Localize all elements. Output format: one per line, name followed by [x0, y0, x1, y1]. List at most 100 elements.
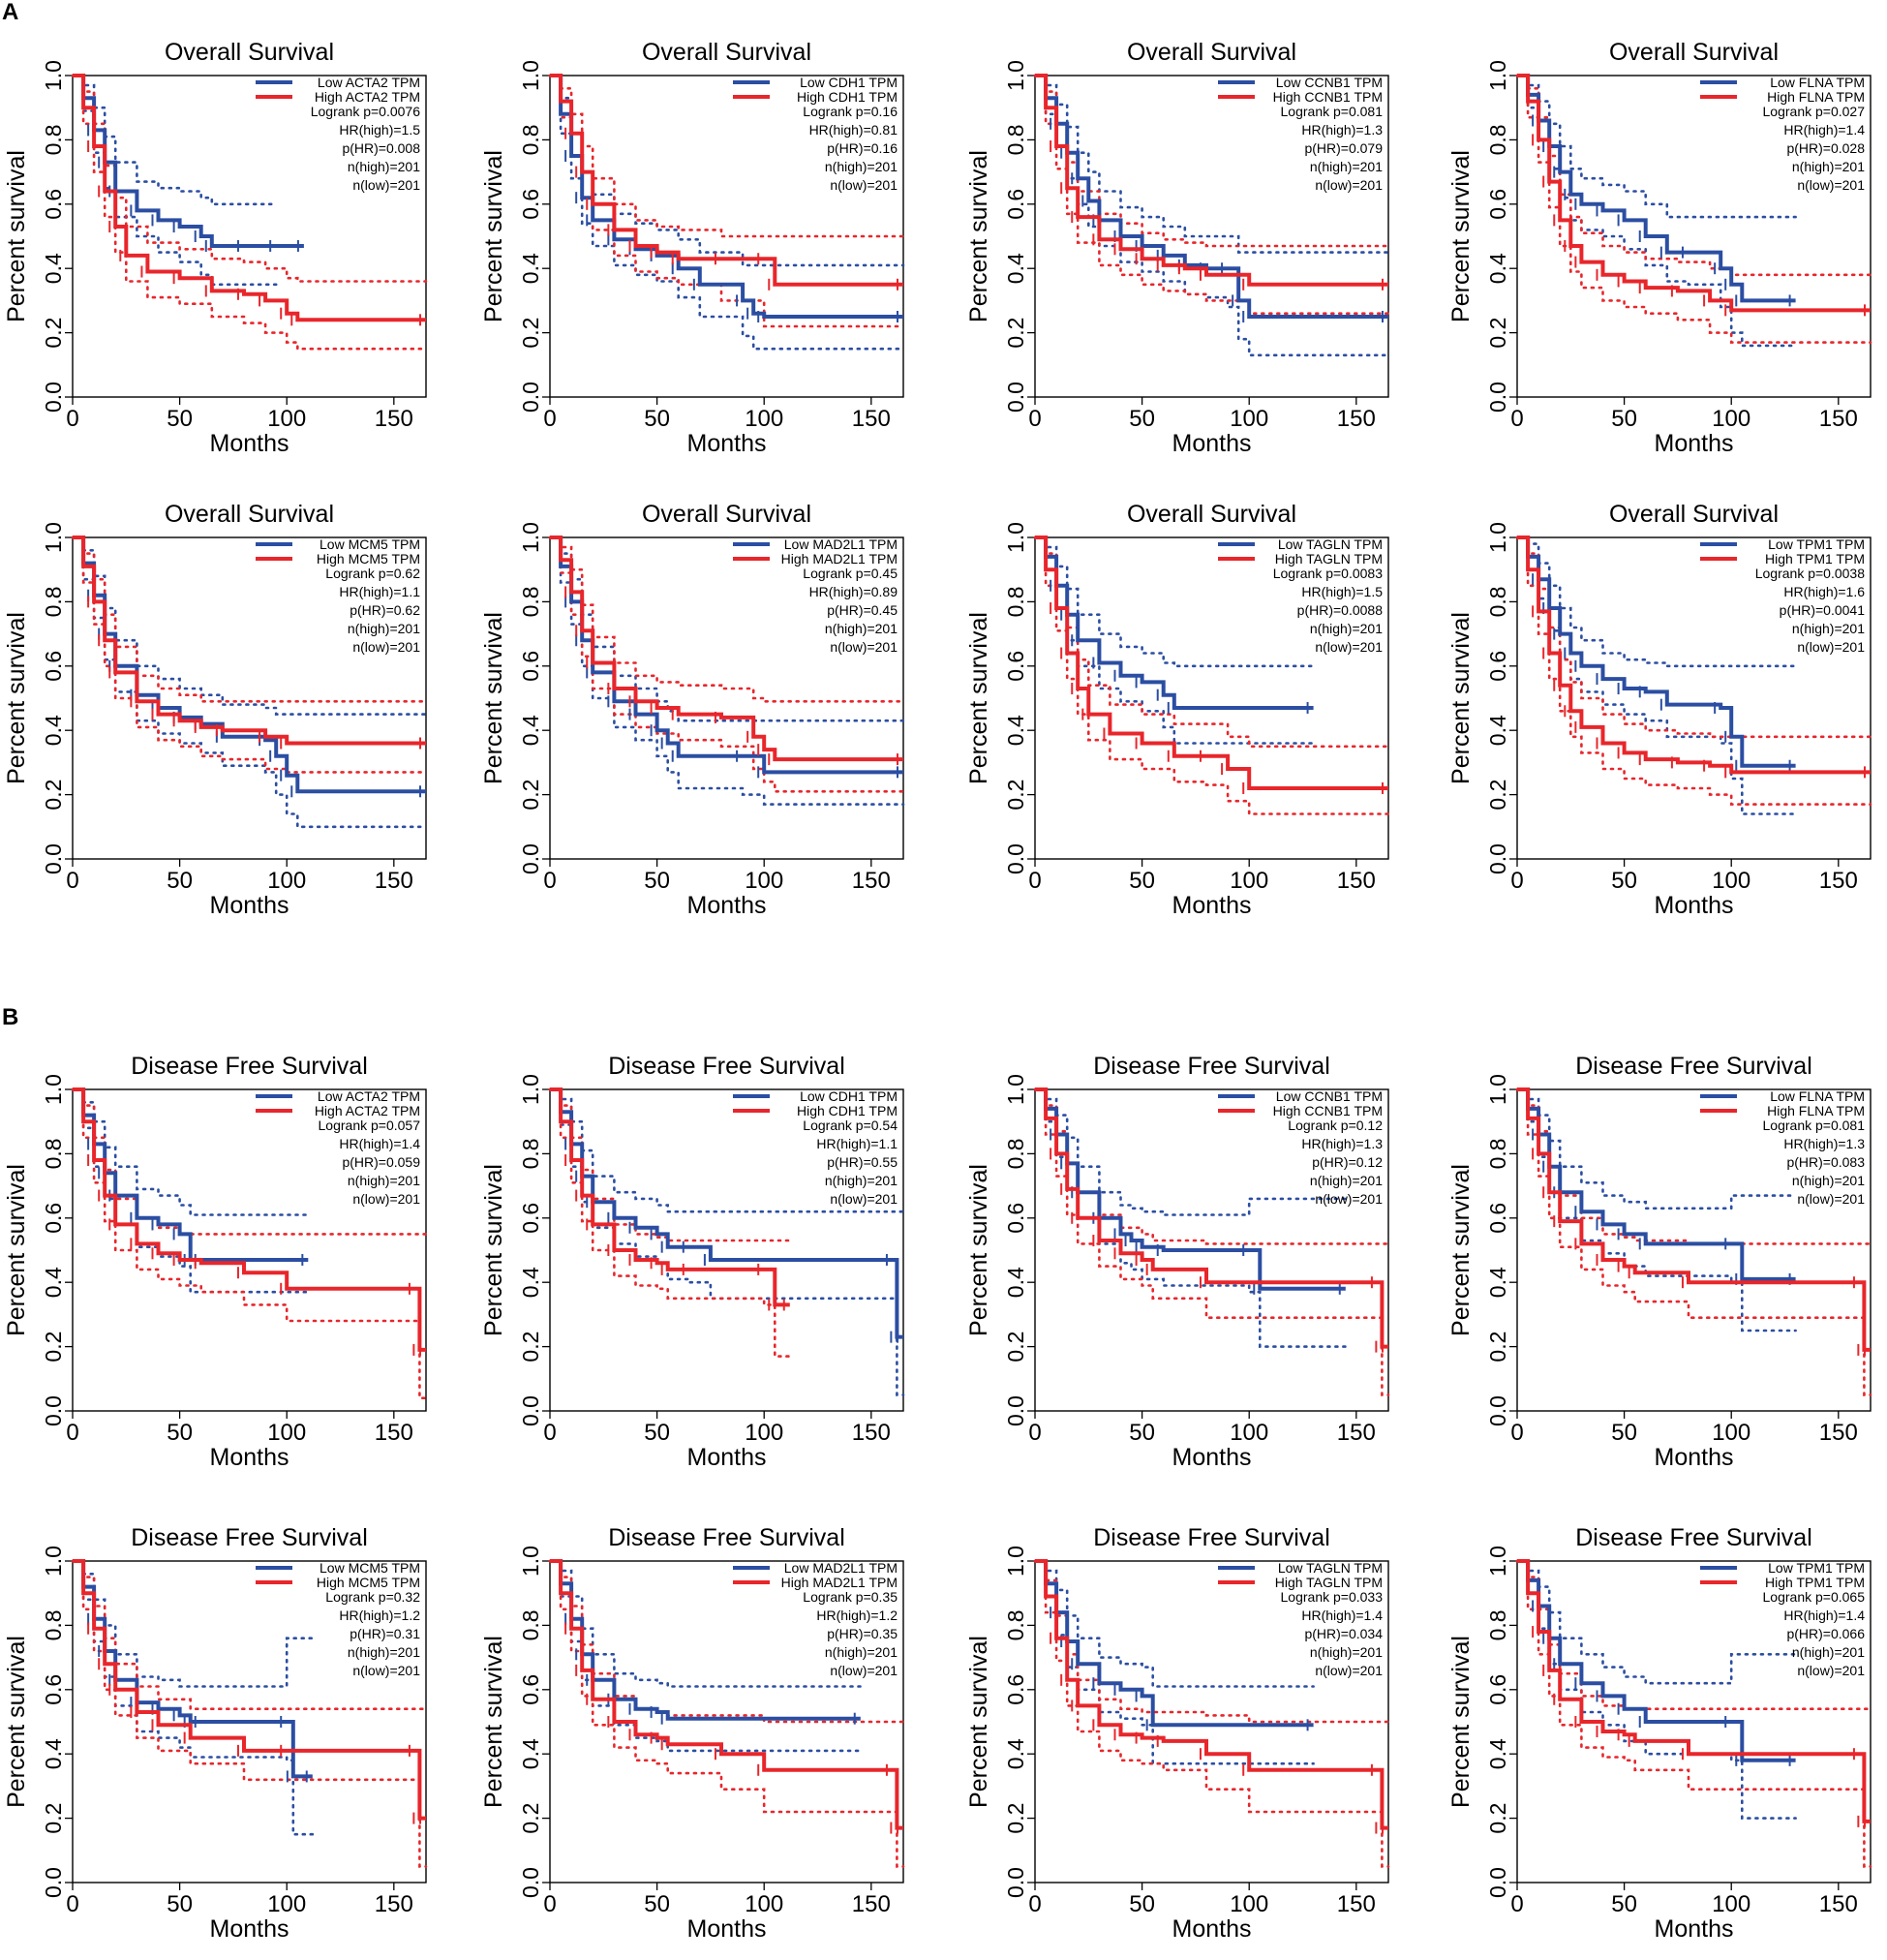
y-tick-label: 0.2 — [1485, 1803, 1510, 1834]
stats-line: n(high)=201 — [825, 1644, 898, 1660]
low-expression-line — [1517, 1559, 1796, 1762]
x-tick-label: 150 — [1819, 1420, 1858, 1446]
legend-entry: High MAD2L1 TPM — [781, 551, 898, 567]
y-tick-label: 0.8 — [1485, 1609, 1510, 1640]
y-tick-label: 1.0 — [1485, 522, 1510, 553]
stats-line: p(HR)=0.079 — [1304, 140, 1383, 156]
stats-line: Logrank p=0.027 — [1763, 104, 1866, 119]
y-tick-label: 1.0 — [1003, 522, 1028, 553]
ci-upper-line — [1515, 1559, 1797, 1685]
x-tick-label: 50 — [167, 868, 193, 894]
y-tick-label: 0.2 — [1003, 318, 1028, 349]
ci-upper-line — [71, 1559, 428, 1710]
plot-frame — [549, 1088, 904, 1412]
legend-entry: Low ACTA2 TPM — [318, 1088, 420, 1104]
stats-line: Logrank p=0.35 — [803, 1589, 898, 1605]
y-tick-label: 0.6 — [41, 189, 66, 220]
y-axis-label: Percent survival — [3, 1164, 30, 1336]
legend-entry: Low TPM1 TPM — [1768, 536, 1865, 552]
stats-line: p(HR)=0.16 — [827, 140, 898, 156]
y-tick-label: 0.2 — [518, 1332, 543, 1363]
stats-line: n(high)=201 — [348, 621, 420, 636]
high-expression-line — [1517, 1559, 1871, 1823]
y-tick-label: 0.6 — [1003, 189, 1028, 220]
stats-line: n(low)=201 — [1797, 1663, 1865, 1678]
stats-line: HR(high)=0.89 — [809, 584, 898, 599]
stats-line: n(high)=201 — [348, 159, 420, 174]
survival-plot: Overall Survival 0 50 100 150 0.0 0.2 0.4 0.6 0.8… — [480, 501, 905, 919]
stats-line: Logrank p=0.45 — [803, 566, 898, 581]
high-expression-line — [550, 1559, 903, 1830]
stats-line: n(low)=201 — [1797, 1191, 1865, 1207]
stats-line: n(high)=201 — [348, 1644, 420, 1660]
stats-line: HR(high)=1.2 — [339, 1608, 420, 1623]
y-tick-label: 0.4 — [518, 715, 543, 746]
ci-lower-line — [71, 74, 428, 351]
low-expression-line — [73, 74, 304, 248]
x-axis-label: Months — [1655, 892, 1734, 919]
y-tick-label: 1.0 — [41, 1546, 66, 1577]
stats-line: Logrank p=0.16 — [803, 104, 898, 119]
y-axis-label: Percent survival — [3, 1636, 30, 1808]
stats-line: n(low)=201 — [1315, 177, 1383, 193]
legend-entry: Low FLNA TPM — [1770, 1088, 1865, 1104]
legend-entry: High CDH1 TPM — [797, 1103, 898, 1118]
stats-line: n(low)=201 — [830, 639, 898, 655]
plot-frame — [1034, 536, 1389, 860]
survival-plot: Overall Survival 0 50 100 150 0.0 0.2 0.4 0.6 0.8… — [1447, 39, 1872, 457]
stats-line: Logrank p=0.065 — [1763, 1589, 1866, 1605]
stats-line: n(high)=201 — [825, 621, 898, 636]
x-tick-label: 100 — [745, 868, 783, 894]
ci-lower-line — [71, 1559, 315, 1836]
legend-entry: High TAGLN TPM — [1275, 1575, 1383, 1590]
section-label-b: B — [2, 1004, 18, 1030]
x-tick-label: 0 — [543, 406, 556, 432]
stats-line: HR(high)=1.3 — [1783, 1136, 1865, 1151]
y-tick-label: 0.6 — [518, 651, 543, 682]
y-tick-label: 0.2 — [1485, 318, 1510, 349]
stats-line: n(high)=201 — [1792, 1644, 1865, 1660]
y-tick-label: 1.0 — [518, 1546, 543, 1577]
y-tick-label: 0.4 — [1003, 715, 1028, 746]
x-tick-label: 0 — [1510, 1420, 1523, 1446]
legend-entry: Low TAGLN TPM — [1278, 536, 1383, 552]
x-tick-label: 50 — [644, 868, 670, 894]
stats-line: HR(high)=1.1 — [339, 584, 420, 599]
stats-line: p(HR)=0.45 — [827, 602, 898, 618]
y-tick-label: 0.6 — [41, 1674, 66, 1705]
ci-lower-line — [548, 74, 905, 328]
high-expression-line — [1517, 1087, 1871, 1352]
high-expression-line — [1035, 536, 1388, 790]
high-expression-line — [550, 74, 903, 287]
y-tick-label: 0.4 — [41, 1267, 66, 1298]
plot-frame — [1516, 1560, 1872, 1883]
ci-upper-line — [1033, 74, 1390, 254]
y-tick-label: 0.6 — [41, 651, 66, 682]
stats-line: Logrank p=0.033 — [1281, 1589, 1384, 1605]
y-axis-label: Percent survival — [965, 612, 992, 784]
stats-line: HR(high)=0.81 — [809, 122, 898, 138]
y-tick-label: 0.0 — [1003, 1867, 1028, 1898]
x-tick-label: 0 — [543, 1420, 556, 1446]
x-tick-label: 150 — [375, 406, 413, 432]
y-tick-label: 0.2 — [518, 780, 543, 811]
survival-plot: Disease Free Survival 0 50 100 150 0.0 0.2 0.4 0… — [3, 1524, 428, 1943]
legend-entry: High TPM1 TPM — [1765, 551, 1865, 567]
y-tick-label: 0.4 — [1003, 1738, 1028, 1769]
plot-grid: Overall Survival 0 50 100 150 0.0 0.2 0.4 0.6 0.8… — [3, 39, 1872, 1943]
x-tick-label: 100 — [1230, 1420, 1268, 1446]
survival-plot: Overall Survival 0 50 100 150 0.0 0.2 0.4 0.6 0.8… — [965, 501, 1390, 919]
plot-frame — [72, 1088, 427, 1412]
ci-upper-line — [71, 1087, 310, 1216]
plot-frame — [1516, 75, 1872, 398]
x-tick-label: 0 — [1028, 1420, 1041, 1446]
y-axis-label: Percent survival — [1447, 1164, 1475, 1336]
y-tick-label: 1.0 — [518, 1074, 543, 1105]
y-tick-label: 0.8 — [41, 1138, 66, 1169]
chart-title: Disease Free Survival — [131, 1053, 368, 1080]
ci-lower-line — [1515, 536, 1797, 815]
ci-lower-line — [1033, 536, 1315, 745]
legend-entry: Low MAD2L1 TPM — [784, 1560, 898, 1576]
y-tick-label: 1.0 — [518, 522, 543, 553]
